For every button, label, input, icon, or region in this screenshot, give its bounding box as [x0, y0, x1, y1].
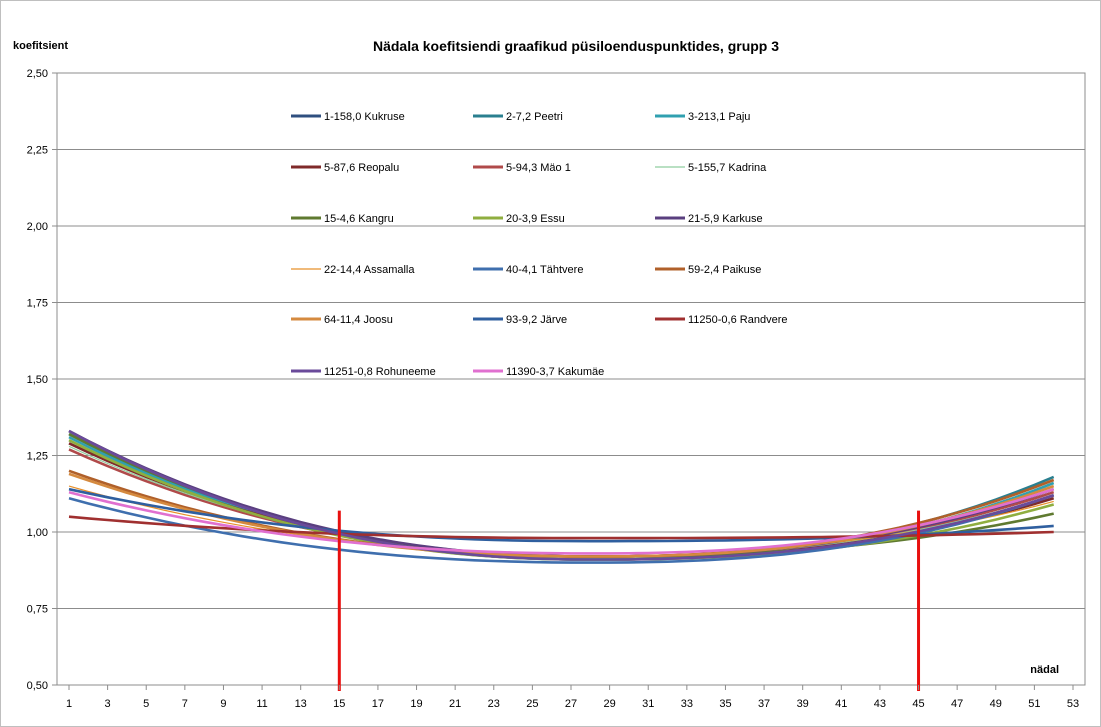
- legend-label: 21-5,9 Karkuse: [688, 213, 763, 225]
- x-tick-label: 31: [642, 698, 654, 710]
- legend: 1-158,0 Kukruse 2-7,2 Peetri 3-213,1 Paju 5…: [291, 111, 787, 378]
- x-tick-label: 43: [874, 698, 886, 710]
- y-tick-label: 0,50: [27, 680, 48, 692]
- legend-label: 1-158,0 Kukruse: [324, 111, 405, 123]
- legend-label: 5-94,3 Mäo 1: [506, 162, 571, 174]
- x-tick-label: 45: [912, 698, 924, 710]
- y-tick-label: 2,50: [27, 68, 48, 80]
- legend-label: 59-2,4 Paikuse: [688, 264, 761, 276]
- x-tick-label: 49: [990, 698, 1002, 710]
- legend-label: 11251-0,8 Rohuneeme: [324, 366, 436, 378]
- chart-title: Nädala koefitsiendi graafikud püsiloendu…: [373, 38, 779, 54]
- legend-label: 2-7,2 Peetri: [506, 111, 563, 123]
- y-tick-label: 1,25: [27, 451, 48, 463]
- reference-lines: [337, 510, 921, 691]
- gridlines: [57, 149, 1085, 609]
- x-tick-label: 17: [372, 698, 384, 710]
- legend-label: 11390-3,7 Kakumäe: [506, 366, 604, 378]
- x-tick-label: 7: [182, 698, 188, 710]
- y-axis-title: koefitsient: [13, 40, 68, 52]
- series-line: [68, 494, 1055, 564]
- x-tick-label: 21: [449, 698, 461, 710]
- x-tick-label: 5: [143, 698, 149, 710]
- x-tick-label: 47: [951, 698, 963, 710]
- x-tick-label: 33: [681, 698, 693, 710]
- legend-label: 93-9,2 Järve: [506, 314, 567, 326]
- x-tick-label: 37: [758, 698, 770, 710]
- x-tick-label: 27: [565, 698, 577, 710]
- x-tick-label: 11: [256, 698, 267, 710]
- y-tick-label: 2,00: [27, 221, 48, 233]
- x-tick-label: 41: [835, 698, 847, 710]
- x-tick-label: 25: [526, 698, 538, 710]
- x-tick-label: 29: [603, 698, 615, 710]
- x-tick-label: 51: [1028, 698, 1040, 710]
- legend-label: 22-14,4 Assamalla: [324, 264, 415, 276]
- y-tick-label: 1,00: [27, 527, 48, 539]
- legend-label: 20-3,9 Essu: [506, 213, 565, 225]
- legend-label: 3-213,1 Paju: [688, 111, 750, 123]
- legend-label: 5-155,7 Kadrina: [688, 162, 767, 174]
- legend-label: 5-87,6 Reopalu: [324, 162, 399, 174]
- y-tick-label: 0,75: [27, 604, 48, 616]
- y-tick-label: 1,50: [27, 374, 48, 386]
- x-tick-label: 53: [1067, 698, 1079, 710]
- x-tick-label: 19: [410, 698, 422, 710]
- y-tick-label: 2,25: [27, 145, 48, 157]
- series-line: [68, 429, 1055, 561]
- y-tick-label: 1,75: [27, 298, 48, 310]
- legend-label: 11250-0,6 Randvere: [688, 314, 787, 326]
- x-tick-label: 13: [295, 698, 307, 710]
- axis-ticks: 0,500,751,001,251,501,752,002,252,501 3 5 7…: [27, 68, 1080, 710]
- series-lines: [68, 429, 1055, 564]
- x-tick-label: 9: [220, 698, 226, 710]
- legend-label: 64-11,4 Joosu: [324, 314, 393, 326]
- x-tick-label: 1: [66, 698, 72, 710]
- x-tick-label: 15: [333, 698, 345, 710]
- legend-label: 15-4,6 Kangru: [324, 213, 394, 225]
- x-tick-label: 39: [797, 698, 809, 710]
- x-axis-title: nädal: [1030, 664, 1059, 676]
- x-tick-label: 3: [105, 698, 111, 710]
- x-tick-label: 35: [719, 698, 731, 710]
- x-tick-label: 23: [488, 698, 500, 710]
- series-line: [68, 487, 1055, 555]
- legend-label: 40-4,1 Tähtvere: [506, 264, 583, 276]
- series-line: [68, 469, 1055, 558]
